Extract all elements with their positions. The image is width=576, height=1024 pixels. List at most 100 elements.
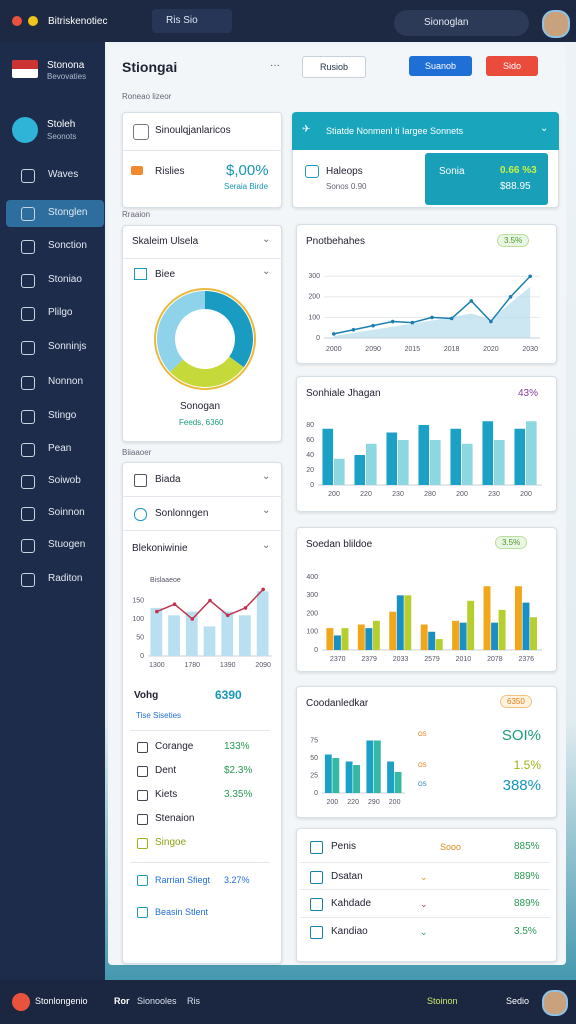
y-tick-label: 0: [140, 653, 144, 660]
nav-item[interactable]: Sonninjs: [48, 341, 87, 352]
row-name: Kahdade: [331, 898, 372, 909]
row-label[interactable]: Biada: [155, 474, 181, 485]
link[interactable]: Tise Siseties: [136, 711, 182, 720]
nav-item[interactable]: Waves: [48, 169, 79, 180]
search-box[interactable]: [394, 10, 529, 36]
bar: [203, 626, 216, 656]
pie-slice: [205, 291, 253, 368]
nav-icon: [21, 169, 35, 183]
button[interactable]: Sido: [486, 56, 538, 76]
side-tag: OS: [418, 782, 427, 788]
bar: [514, 586, 522, 650]
list-label: Corange: [155, 741, 194, 752]
line-chart: 0 100 200 300 2000 2090 2015 2018 2020 2030: [308, 273, 540, 353]
dot[interactable]: [28, 16, 38, 26]
row-value: 889%: [514, 871, 540, 882]
y-tick-label: 40: [306, 452, 314, 459]
button[interactable]: Rusiob: [302, 56, 366, 78]
divider: [122, 258, 282, 259]
point: [332, 332, 336, 336]
x-tick-label: 2370: [330, 656, 346, 663]
bar: [326, 628, 334, 650]
bar: [357, 624, 365, 650]
dot[interactable]: [12, 16, 22, 26]
point: [508, 295, 513, 299]
button[interactable]: Suanob: [409, 56, 472, 76]
badge: 3.5%: [497, 234, 530, 247]
footer-text[interactable]: Stoinon: [427, 996, 458, 1006]
chevron[interactable]: ⌄: [262, 266, 271, 277]
x-tick-label: 1780: [184, 662, 200, 669]
avatar[interactable]: [542, 10, 570, 38]
row-value: 889%: [514, 898, 540, 909]
chevron[interactable]: ⌄: [262, 234, 271, 245]
point: [261, 587, 265, 592]
footer-text[interactable]: Sionooles: [137, 996, 177, 1006]
banner-icon: ✈: [302, 124, 311, 135]
nav-item[interactable]: Raditon: [48, 573, 83, 584]
x-tick-label: 2090: [365, 346, 381, 353]
nav-item[interactable]: Soinnon: [48, 507, 85, 518]
row-icon: [310, 926, 323, 939]
list-label[interactable]: Rarrian Sfiegt: [155, 875, 211, 885]
y-tick-label: 0: [314, 790, 318, 797]
bar: [345, 761, 353, 793]
divider: [300, 862, 550, 863]
avatar[interactable]: [542, 990, 568, 1016]
nav-item[interactable]: Soiwob: [48, 475, 81, 486]
row-mark: ⌄: [420, 927, 428, 937]
row-name: Dsatan: [331, 871, 363, 882]
x-tick-label: 2033: [393, 656, 409, 663]
row-icon: [310, 871, 323, 884]
row-label[interactable]: Sonlonngen: [155, 508, 209, 519]
chevron[interactable]: ⌄: [262, 505, 271, 516]
stat-box: [425, 153, 548, 205]
point: [449, 316, 454, 321]
bar: [386, 432, 398, 485]
footer-text[interactable]: Ris: [187, 996, 200, 1006]
chevron[interactable]: ⌄: [262, 471, 271, 482]
point: [243, 606, 248, 610]
nav-item[interactable]: Plilgo: [48, 307, 73, 318]
bar: [168, 615, 180, 656]
row-name: Kandiao: [331, 926, 368, 937]
app-name[interactable]: Bitriskenotiec: [48, 16, 108, 27]
icon: [134, 268, 147, 280]
nav-item[interactable]: Stingo: [48, 410, 77, 421]
stat-total: $88.95: [500, 181, 531, 192]
chevron[interactable]: ⌄: [262, 540, 271, 551]
nav-item[interactable]: Nonnon: [48, 376, 84, 387]
x-tick-label: 1300: [149, 662, 165, 669]
nav-item[interactable]: Pean: [48, 443, 72, 454]
nav-item[interactable]: Stonglen: [48, 207, 88, 218]
side-tag: OS: [418, 732, 427, 738]
bar: [394, 772, 402, 793]
icon: [131, 166, 143, 175]
footer-text[interactable]: Sedio: [506, 996, 530, 1006]
detail-card: [122, 462, 282, 964]
bar: [332, 758, 340, 793]
list-icon: [137, 838, 148, 849]
bar: [514, 428, 526, 485]
more[interactable]: ···: [270, 60, 280, 71]
nav-item[interactable]: Stuogen: [48, 539, 86, 550]
bar: [354, 455, 366, 485]
chart-card: [296, 686, 557, 818]
nav-item[interactable]: Stoniao: [48, 274, 82, 285]
list-label[interactable]: Beasin Stlent: [155, 907, 209, 917]
x-tick-label: 2376: [518, 656, 534, 663]
card-title: Sinoulqjanlaricos: [155, 125, 231, 136]
brand-sub: Bevovaties: [47, 72, 87, 81]
tab[interactable]: [152, 9, 232, 33]
profile-label[interactable]: Stoleh: [47, 119, 76, 130]
point: [489, 319, 493, 324]
metric-value: 6390: [215, 688, 242, 702]
divider: [122, 496, 282, 497]
profile-icon[interactable]: [12, 117, 38, 143]
nav-item[interactable]: Sonction: [48, 240, 87, 251]
list-label: Dent: [155, 765, 177, 776]
row-name: Penis: [331, 841, 357, 852]
list-icon: [137, 814, 148, 825]
chevron[interactable]: ⌄: [540, 123, 549, 134]
